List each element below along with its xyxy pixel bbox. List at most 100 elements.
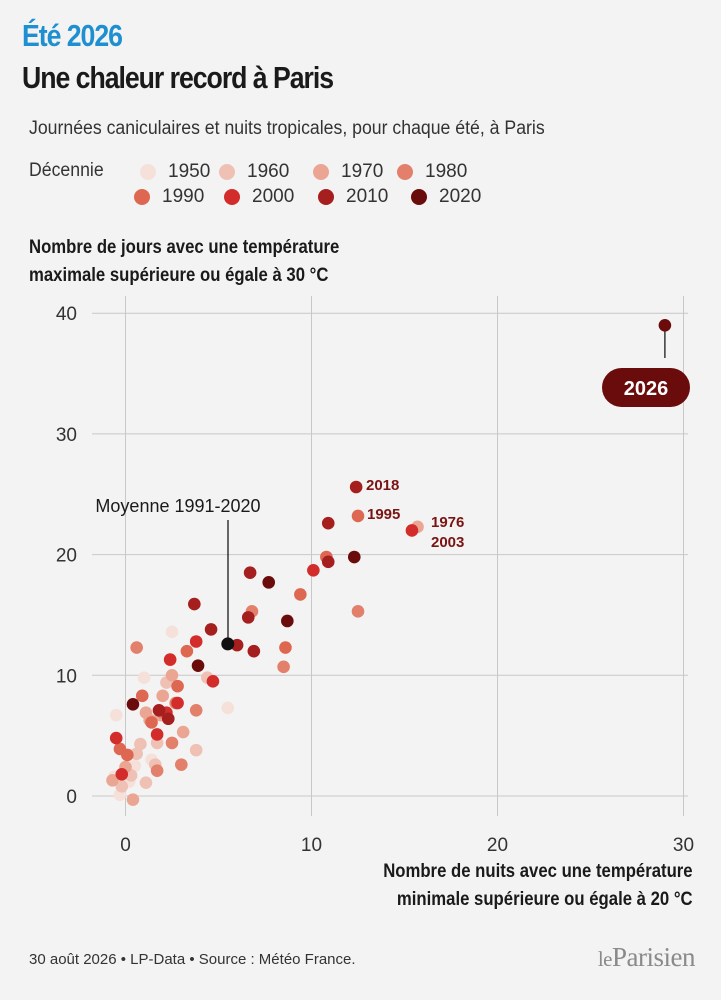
legend-swatch	[313, 164, 329, 180]
point-2010	[321, 516, 335, 530]
annotation-1995: 1995	[367, 506, 400, 523]
point-2010	[349, 480, 363, 494]
x-tick-label-30: 30	[673, 835, 694, 856]
page-title: Une chaleur record à Paris	[22, 60, 334, 95]
legend-label: 2020	[439, 186, 482, 207]
legend-label: 1970	[341, 161, 384, 182]
annotation-2018: 2018	[366, 477, 399, 494]
x-axis-title: Nombre de nuits avec une température min…	[384, 858, 693, 914]
annotation-2003: 2003	[431, 534, 464, 551]
point-1970	[106, 774, 119, 787]
x-tick-label-20: 20	[487, 835, 508, 856]
legend-item-1960: 1960	[219, 161, 289, 183]
point-2020	[126, 697, 140, 711]
point-2010	[152, 704, 166, 717]
point-1990	[180, 644, 194, 658]
point-2010	[321, 555, 335, 569]
point-2010	[161, 712, 175, 726]
point-1960	[115, 780, 129, 793]
point-2020	[262, 576, 276, 589]
annotation-1976: 1976	[431, 514, 464, 531]
point-2000	[163, 653, 177, 666]
point-1970	[165, 669, 179, 682]
point-1950	[221, 701, 235, 715]
point-1990	[351, 509, 365, 523]
chart-subtitle: Journées caniculaires et nuits tropicale…	[29, 118, 545, 139]
highlight-badge-label: 2026	[624, 378, 669, 400]
legend-label: 1950	[168, 161, 211, 182]
point-1970	[156, 689, 169, 703]
legend-label: 2010	[346, 186, 389, 207]
legend-item-1970: 1970	[313, 161, 383, 183]
legend-swatch	[411, 189, 427, 205]
point-2000	[150, 728, 164, 741]
legend-title: Décennie	[29, 160, 104, 181]
point-2010	[247, 644, 261, 658]
point-1950	[137, 671, 151, 685]
x-axis-title-line1: Nombre de nuits avec une température	[383, 861, 693, 882]
point-1970	[139, 706, 153, 720]
point-1960	[134, 737, 147, 751]
point-2000	[115, 767, 129, 781]
x-tick-label-0: 0	[120, 835, 131, 856]
point-2000	[189, 635, 203, 648]
point-1960	[130, 747, 143, 761]
point-1980	[277, 660, 290, 674]
x-tick-label-10: 10	[301, 835, 322, 856]
kicker: Été 2026	[22, 18, 123, 53]
point-2000	[109, 731, 123, 745]
y-tick-label-20: 20	[56, 546, 77, 567]
le-parisien-logo: leParisien	[598, 942, 696, 973]
point-1980	[165, 736, 179, 750]
point-1990	[294, 588, 307, 601]
legend-item-2020: 2020	[411, 186, 481, 208]
point-2000	[405, 524, 419, 537]
legend-item-1950: 1950	[140, 161, 210, 183]
legend-label: 1980	[425, 161, 468, 182]
point-2010	[188, 597, 201, 611]
legend-item-2000: 2000	[224, 186, 294, 208]
point-2000	[307, 563, 320, 577]
point-1980	[150, 764, 164, 777]
point-2010	[241, 611, 255, 624]
legend-swatch	[140, 164, 156, 180]
legend-swatch	[224, 189, 240, 205]
legend-label: 1990	[162, 186, 205, 207]
point-2020	[191, 659, 205, 672]
y-axis-title-line1: Nombre de jours avec une température	[29, 237, 340, 258]
y-axis-title: Nombre de jours avec une température max…	[29, 234, 339, 290]
logo-name: Parisien	[612, 942, 696, 972]
point-1990	[145, 716, 158, 729]
mean-point	[221, 637, 235, 651]
y-tick-label-10: 10	[56, 666, 77, 687]
point-2010	[204, 623, 218, 636]
legend-item-2010: 2010	[318, 186, 388, 208]
point-2000	[171, 696, 184, 710]
point-1970	[126, 793, 140, 806]
point-1950	[128, 759, 142, 773]
point-1990	[171, 679, 184, 693]
point-1950	[165, 625, 179, 639]
point-1980	[189, 704, 203, 717]
legend-label: 1960	[247, 161, 290, 182]
point-2020	[658, 318, 672, 332]
legend-swatch	[318, 189, 334, 205]
y-tick-label-40: 40	[56, 304, 77, 325]
legend-item-1990: 1990	[134, 186, 204, 208]
legend-swatch	[397, 164, 413, 180]
point-1960	[139, 776, 153, 790]
legend-item-1980: 1980	[397, 161, 467, 183]
point-1980	[351, 605, 365, 618]
point-2010	[243, 566, 257, 580]
point-1980	[130, 641, 143, 654]
point-2000	[206, 675, 220, 688]
legend-swatch	[219, 164, 235, 180]
point-2020	[347, 550, 361, 564]
point-1990	[135, 689, 149, 703]
point-2020	[281, 614, 294, 628]
point-1950	[109, 708, 123, 722]
mean-label: Moyenne 1991-2020	[95, 496, 260, 516]
point-1970	[176, 725, 190, 739]
y-tick-label-0: 0	[66, 787, 77, 808]
